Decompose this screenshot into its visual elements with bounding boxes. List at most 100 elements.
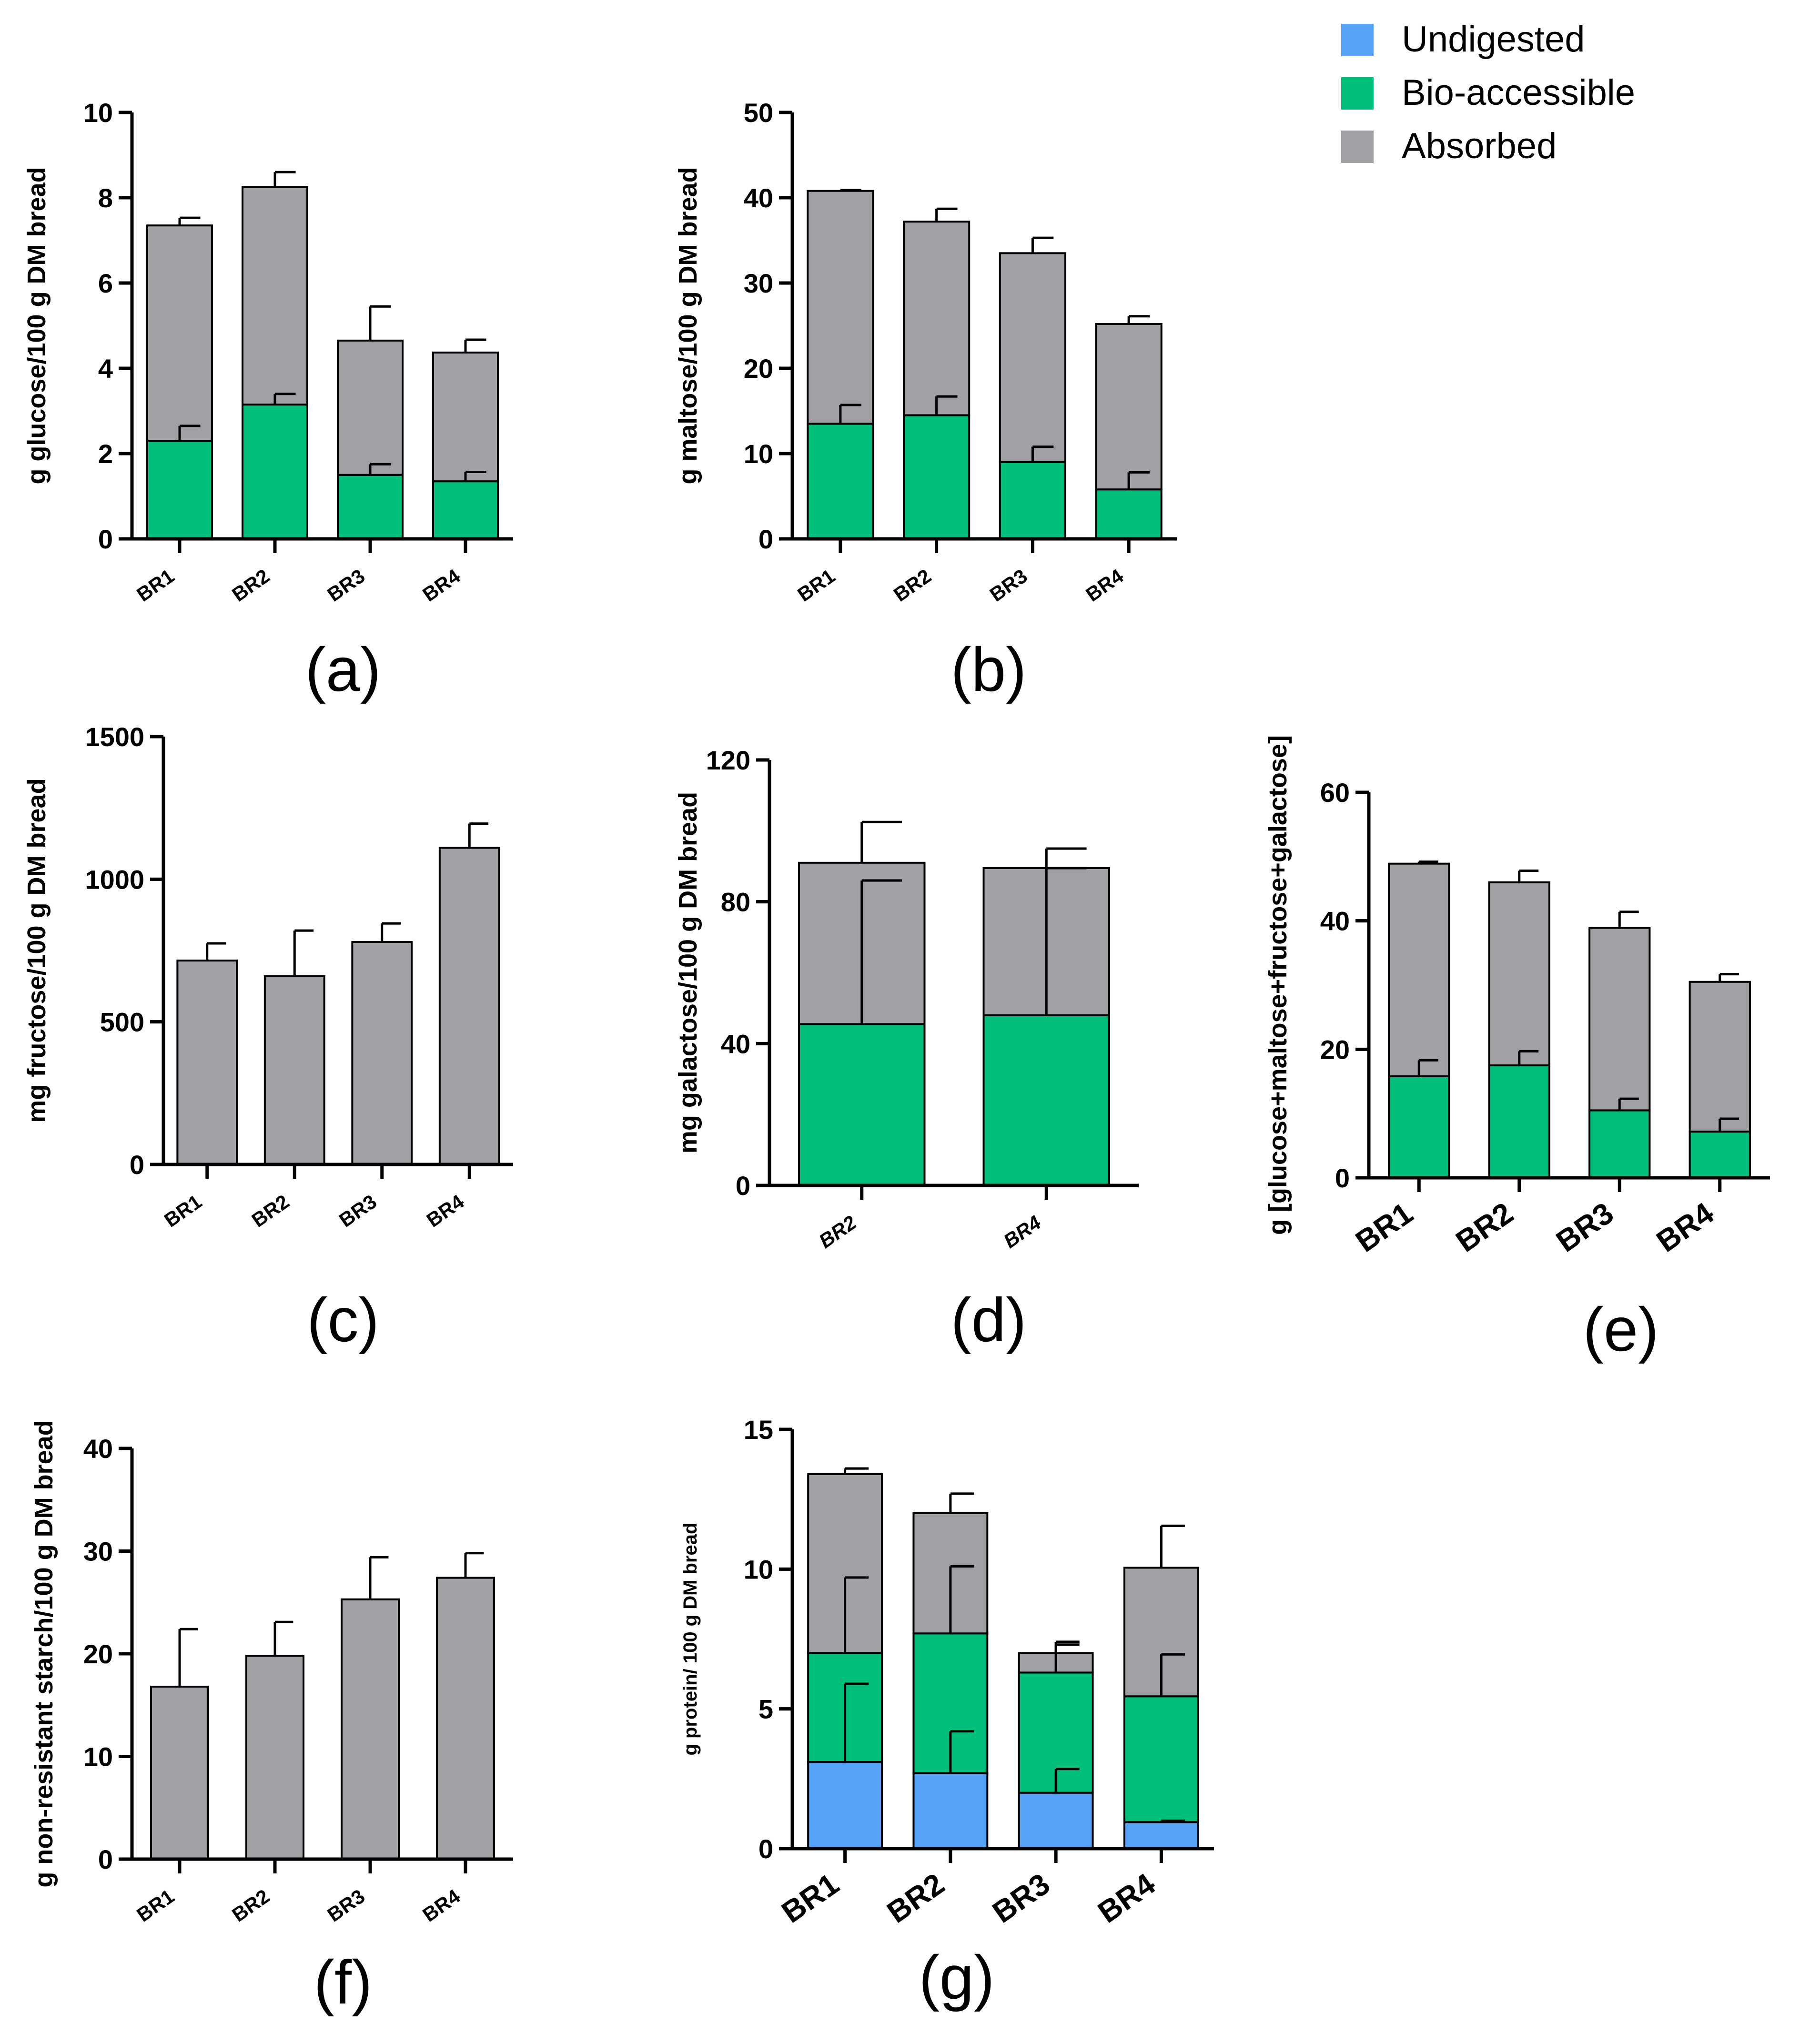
xtick-label-d-BR2: BR2 [815,1211,860,1253]
xtick-label-g-BR3: BR3 [986,1866,1056,1929]
bar-c-BR3-absorbed [351,941,413,1166]
legend: Undigested Bio-accessible Absorbed [1341,19,1635,166]
bar-f-BR3-absorbed [341,1598,400,1860]
xtick-label-a-BR1: BR1 [132,565,178,606]
bar-g-BR4-undigested [1123,1821,1199,1850]
ytick-label-a-6: 6 [98,268,113,298]
bar-a-BR2-absorbed [242,186,308,406]
chart-a: BR1 BR2 BR3 BR4 0 2 4 6 8 10 g glucose/100 g DM br… [22,98,513,704]
bar-b-BR3-bioaccessible [999,461,1066,540]
panel-label-d: (d) [951,1285,1027,1355]
xtick-label-f-BR1: BR1 [132,1885,178,1926]
xtick-label-g-BR4: BR4 [1092,1866,1162,1930]
bar-b-BR2-absorbed [903,221,971,416]
ytick-label-b-0: 0 [758,524,773,554]
bar-b-BR1-absorbed [807,190,874,425]
ytick-label-f-30: 30 [83,1537,113,1567]
bar-b-BR1-bioaccessible [807,423,874,540]
bar-b-BR3-absorbed [999,252,1066,463]
bar-f-BR2-absorbed [245,1655,304,1861]
xtick-label-f-BR3: BR3 [323,1885,369,1926]
chart-c: BR1 BR2 BR3 BR4 0 500 1000 1500 mg fructose/100 … [22,722,513,1355]
ytick-label-d-80: 80 [721,887,750,917]
bar-e-BR1-bioaccessible [1388,1075,1450,1179]
xtick-label-c-BR2: BR2 [248,1190,293,1232]
y-axis-label-f: g non-resistant starch/100 g DM bread [30,1420,58,1887]
bar-a-BR1-bioaccessible [146,440,213,540]
xtick-label-a-BR3: BR3 [323,565,369,606]
y-axis-label-b: g maltose/100 g DM bread [674,167,702,484]
bar-c-BR1-absorbed [176,959,238,1166]
xtick-label-d-BR4: BR4 [1000,1211,1045,1253]
legend-swatch-absorbed [1341,131,1374,163]
xtick-label-e-BR2: BR2 [1450,1195,1519,1258]
bar-a-BR3-bioaccessible [337,474,404,540]
ytick-label-d-120: 120 [706,745,750,775]
xtick-label-b-BR1: BR1 [793,565,839,606]
legend-swatch-bioaccessible [1341,77,1374,110]
ytick-label-e-40: 40 [1320,906,1350,936]
ytick-label-a-0: 0 [98,524,113,554]
xtick-label-g-BR2: BR2 [881,1866,951,1929]
xtick-label-a-BR4: BR4 [418,565,464,606]
bar-g-BR1-undigested [807,1761,883,1850]
ytick-label-g-15: 15 [744,1415,773,1445]
bar-g-BR2-undigested [912,1772,989,1850]
y-axis-label-a: g glucose/100 g DM bread [22,167,51,484]
bar-a-BR3-absorbed [337,339,404,476]
bar-a-BR1-absorbed [146,224,213,442]
bar-d-BR2-bioaccessible [798,1023,926,1186]
ytick-label-b-40: 40 [744,183,773,213]
xtick-label-f-BR4: BR4 [418,1885,464,1926]
xtick-label-b-BR4: BR4 [1082,565,1127,606]
bar-b-BR2-bioaccessible [903,414,971,540]
bar-e-BR2-absorbed [1488,881,1550,1067]
bar-b-BR4-absorbed [1095,323,1163,491]
ytick-label-c-0: 0 [130,1150,144,1180]
ytick-label-f-0: 0 [98,1844,113,1874]
ytick-label-b-30: 30 [744,268,773,298]
ytick-label-c-1500: 1500 [85,722,144,752]
ytick-label-f-20: 20 [83,1639,113,1669]
panel-label-a: (a) [305,635,381,704]
ytick-label-c-1000: 1000 [85,864,144,894]
legend-swatch-undigested [1341,24,1374,56]
bar-c-BR2-absorbed [263,975,325,1165]
legend-label-absorbed: Absorbed [1402,126,1557,166]
xtick-label-f-BR2: BR2 [228,1885,273,1926]
chart-f: BR1 BR2 BR3 BR4 0 10 20 30 40 g non-resistant sta… [30,1420,513,2017]
bar-e-BR3-absorbed [1588,927,1651,1112]
ytick-label-a-4: 4 [98,354,113,384]
xtick-label-e-BR3: BR3 [1550,1195,1619,1258]
ytick-label-f-40: 40 [83,1434,113,1464]
legend-label-undigested: Undigested [1402,19,1585,60]
ytick-label-a-10: 10 [83,98,113,128]
bar-c-BR4-absorbed [438,847,500,1165]
panel-label-c: (c) [307,1285,379,1355]
bar-d-BR4-bioaccessible [982,1014,1110,1187]
bar-g-BR4-bioaccessible [1123,1695,1199,1823]
bar-a-BR4-bioaccessible [432,480,499,540]
panel-label-e: (e) [1583,1295,1659,1364]
y-axis-label-g: g protein/ 100 g DM bread [680,1523,701,1756]
xtick-label-c-BR4: BR4 [423,1190,468,1232]
ytick-label-g-10: 10 [744,1554,773,1584]
bar-f-BR4-absorbed [436,1577,495,1860]
bar-e-BR4-absorbed [1689,981,1751,1133]
panel-label-b: (b) [951,635,1027,704]
bar-e-BR3-bioaccessible [1588,1109,1651,1179]
bar-e-BR2-bioaccessible [1488,1064,1550,1179]
ytick-label-b-20: 20 [744,354,773,384]
y-axis-label-d: mg galactose/100 g DM bread [674,792,702,1154]
panel-label-f: (f) [314,1947,373,2017]
xtick-label-g-BR1: BR1 [775,1866,845,1929]
ytick-label-e-60: 60 [1320,778,1350,808]
xtick-label-c-BR3: BR3 [335,1190,381,1232]
xtick-label-e-BR1: BR1 [1349,1195,1419,1258]
ytick-label-b-50: 50 [744,98,773,128]
xtick-label-b-BR2: BR2 [890,565,935,606]
ytick-label-c-500: 500 [100,1007,144,1037]
chart-e: BR1 BR2 BR3 BR4 0 20 40 60 g [glucose+maltose+fr… [1264,735,1770,1364]
